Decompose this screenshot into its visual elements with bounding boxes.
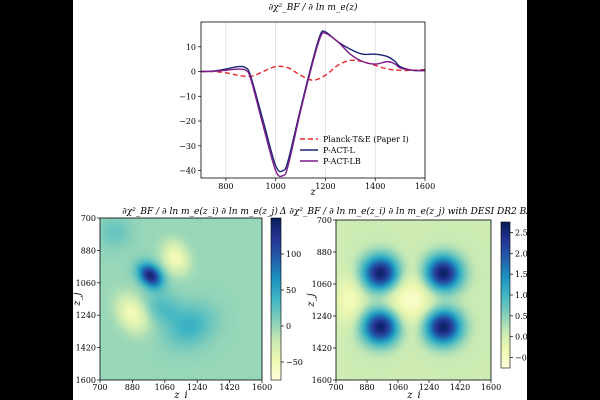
y-tick-label: −40 [179, 167, 196, 176]
y-tick-label: 1240 [76, 311, 96, 320]
y-tick-label: 10 [186, 43, 196, 52]
y-tick-label: 880 [317, 248, 332, 257]
x-tick-label: 1240 [187, 383, 207, 392]
line-chart-legend: Planck-T&E (Paper I) P-ACT-L P-ACT-LB [300, 135, 409, 166]
colorbar-tick-label: 100 [286, 250, 301, 259]
x-tick-label: 880 [125, 383, 140, 392]
colorbar-tick-label: 1.5 [515, 270, 528, 279]
colorbar-tick-label: 0.5 [515, 312, 528, 321]
x-tick-label: 1600 [481, 383, 501, 392]
line-chart-x-label: z [309, 187, 316, 198]
heatmap-right: Δ ∂χ²_BF / ∂ ln m_e(z_i) ∂ ln m_e(z_j) w… [279, 206, 541, 400]
y-tick-label: 1420 [312, 344, 332, 353]
y-tick-label: 0 [191, 68, 196, 77]
legend-label: P-ACT-L [323, 146, 356, 155]
x-tick-label: 1000 [265, 182, 285, 191]
heatmap-left-x-ticks: 700 880 1060 1240 1420 1600 [92, 380, 272, 392]
colorbar-tick-label: 2.0 [515, 249, 528, 258]
heatmap-left-y-label: z_j [72, 292, 83, 306]
line-chart-frame [200, 21, 426, 179]
y-tick-label: −20 [179, 117, 196, 126]
heatmap-right-image [336, 220, 491, 380]
heatmap-left-title: ∂χ²_BF / ∂ ln m_e(z_i) ∂ ln m_e(z_j) [122, 206, 278, 217]
heatmap-left-frame [99, 217, 263, 381]
line-chart-series [200, 30, 426, 178]
y-tick-label: 700 [317, 216, 332, 225]
x-tick-label: 1600 [252, 383, 272, 392]
colorbar-tick-label: 0.0 [515, 333, 528, 342]
y-tick-label: 1600 [312, 376, 332, 385]
heatmap-left-x-label: z_i [173, 390, 187, 400]
x-tick-label: 1420 [450, 383, 470, 392]
colorbar-tick-label: 0 [286, 322, 291, 331]
x-tick-label: 1400 [365, 182, 385, 191]
heatmap-right-title: Δ ∂χ²_BF / ∂ ln m_e(z_i) ∂ ln m_e(z_j) w… [279, 206, 541, 217]
x-tick-label: 1600 [415, 182, 435, 191]
heatmap-right-x-ticks: 700 880 1060 1240 1420 1600 [328, 380, 501, 392]
colorbar-tick-label: −0.5 [515, 354, 534, 363]
colorbar-tick-label: −50 [286, 358, 303, 367]
legend-label: Planck-T&E (Paper I) [323, 135, 409, 144]
y-tick-label: 1420 [76, 344, 96, 353]
line-chart-title: ∂χ²_BF / ∂ ln m_e(z) [268, 2, 357, 13]
line-chart-grid [225, 22, 376, 178]
y-tick-label: 1600 [76, 376, 96, 385]
y-tick-label: 1240 [312, 312, 332, 321]
x-tick-label: 700 [328, 383, 343, 392]
legend-label: P-ACT-LB [323, 157, 361, 166]
line-chart-x-ticks: 800 1000 1200 1400 1600 [218, 178, 435, 191]
x-tick-label: 1060 [155, 383, 175, 392]
x-tick-label: 1420 [219, 383, 239, 392]
x-tick-label: 800 [218, 182, 233, 191]
heatmap-right-frame [335, 219, 492, 381]
x-tick-label: 880 [359, 383, 374, 392]
y-tick-label: 880 [81, 246, 96, 255]
heatmap-left: ∂χ²_BF / ∂ ln m_e(z_i) ∂ ln m_e(z_j) 700… [72, 206, 303, 400]
heatmap-right-colorbar [500, 221, 511, 369]
line-chart-y-ticks: 10 0 −10 −20 −30 −40 [179, 43, 201, 176]
x-tick-label: 700 [92, 383, 107, 392]
series-line-p-act-lb [200, 32, 426, 178]
y-tick-label: 700 [81, 214, 96, 223]
heatmap-right-y-label: z_j [306, 293, 317, 307]
colorbar-tick-label: 50 [286, 286, 296, 295]
heatmap-left-image [100, 218, 262, 380]
x-tick-label: 1060 [388, 383, 408, 392]
y-tick-label: 1060 [76, 279, 96, 288]
heatmap-right-colorbar-ticks: 2.5 2.0 1.5 1.0 0.5 0.0 −0.5 [510, 228, 534, 363]
heatmap-right-x-label: z_i [406, 390, 420, 400]
colorbar-tick-label: 2.5 [515, 228, 528, 237]
colorbar-tick-label: 1.0 [515, 291, 528, 300]
heatmap-left-colorbar [270, 217, 282, 381]
line-chart: ∂χ²_BF / ∂ ln m_e(z) 800 1000 1200 1400 1600… [179, 2, 435, 198]
heatmap-right-y-ticks: 700 880 1060 1240 1420 1600 [312, 216, 336, 385]
x-tick-label: 1200 [315, 182, 335, 191]
heatmap-left-y-ticks: 700 880 1060 1240 1420 1600 [76, 214, 100, 385]
x-tick-label: 1240 [419, 383, 439, 392]
y-tick-label: −10 [179, 92, 196, 101]
y-tick-label: −30 [179, 142, 196, 151]
y-tick-label: 1060 [312, 280, 332, 289]
heatmap-left-colorbar-ticks: 100 50 0 −50 [281, 250, 303, 367]
